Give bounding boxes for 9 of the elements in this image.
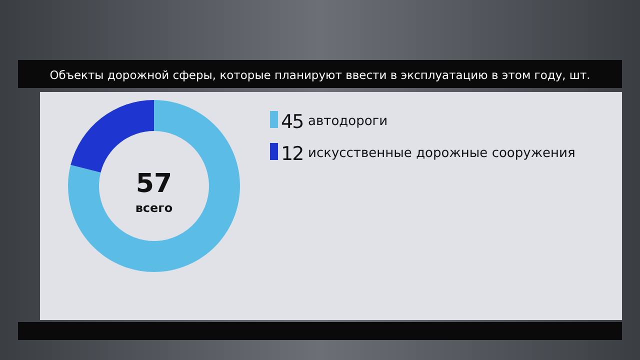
text: 57 xyxy=(136,169,172,199)
data-label: 12 xyxy=(281,143,304,165)
text: всего xyxy=(135,201,173,215)
chart-title: Объекты дорожной сферы, которые планируют ввести в эксплуатацию в этом году, шт. xyxy=(50,68,590,82)
legend-label: искусственные дорожные сооружения xyxy=(308,146,576,161)
donut-slice xyxy=(70,100,154,172)
donut-slice xyxy=(68,100,240,272)
legend-label: автодороги xyxy=(308,114,388,129)
data-label: 45 xyxy=(281,111,304,133)
